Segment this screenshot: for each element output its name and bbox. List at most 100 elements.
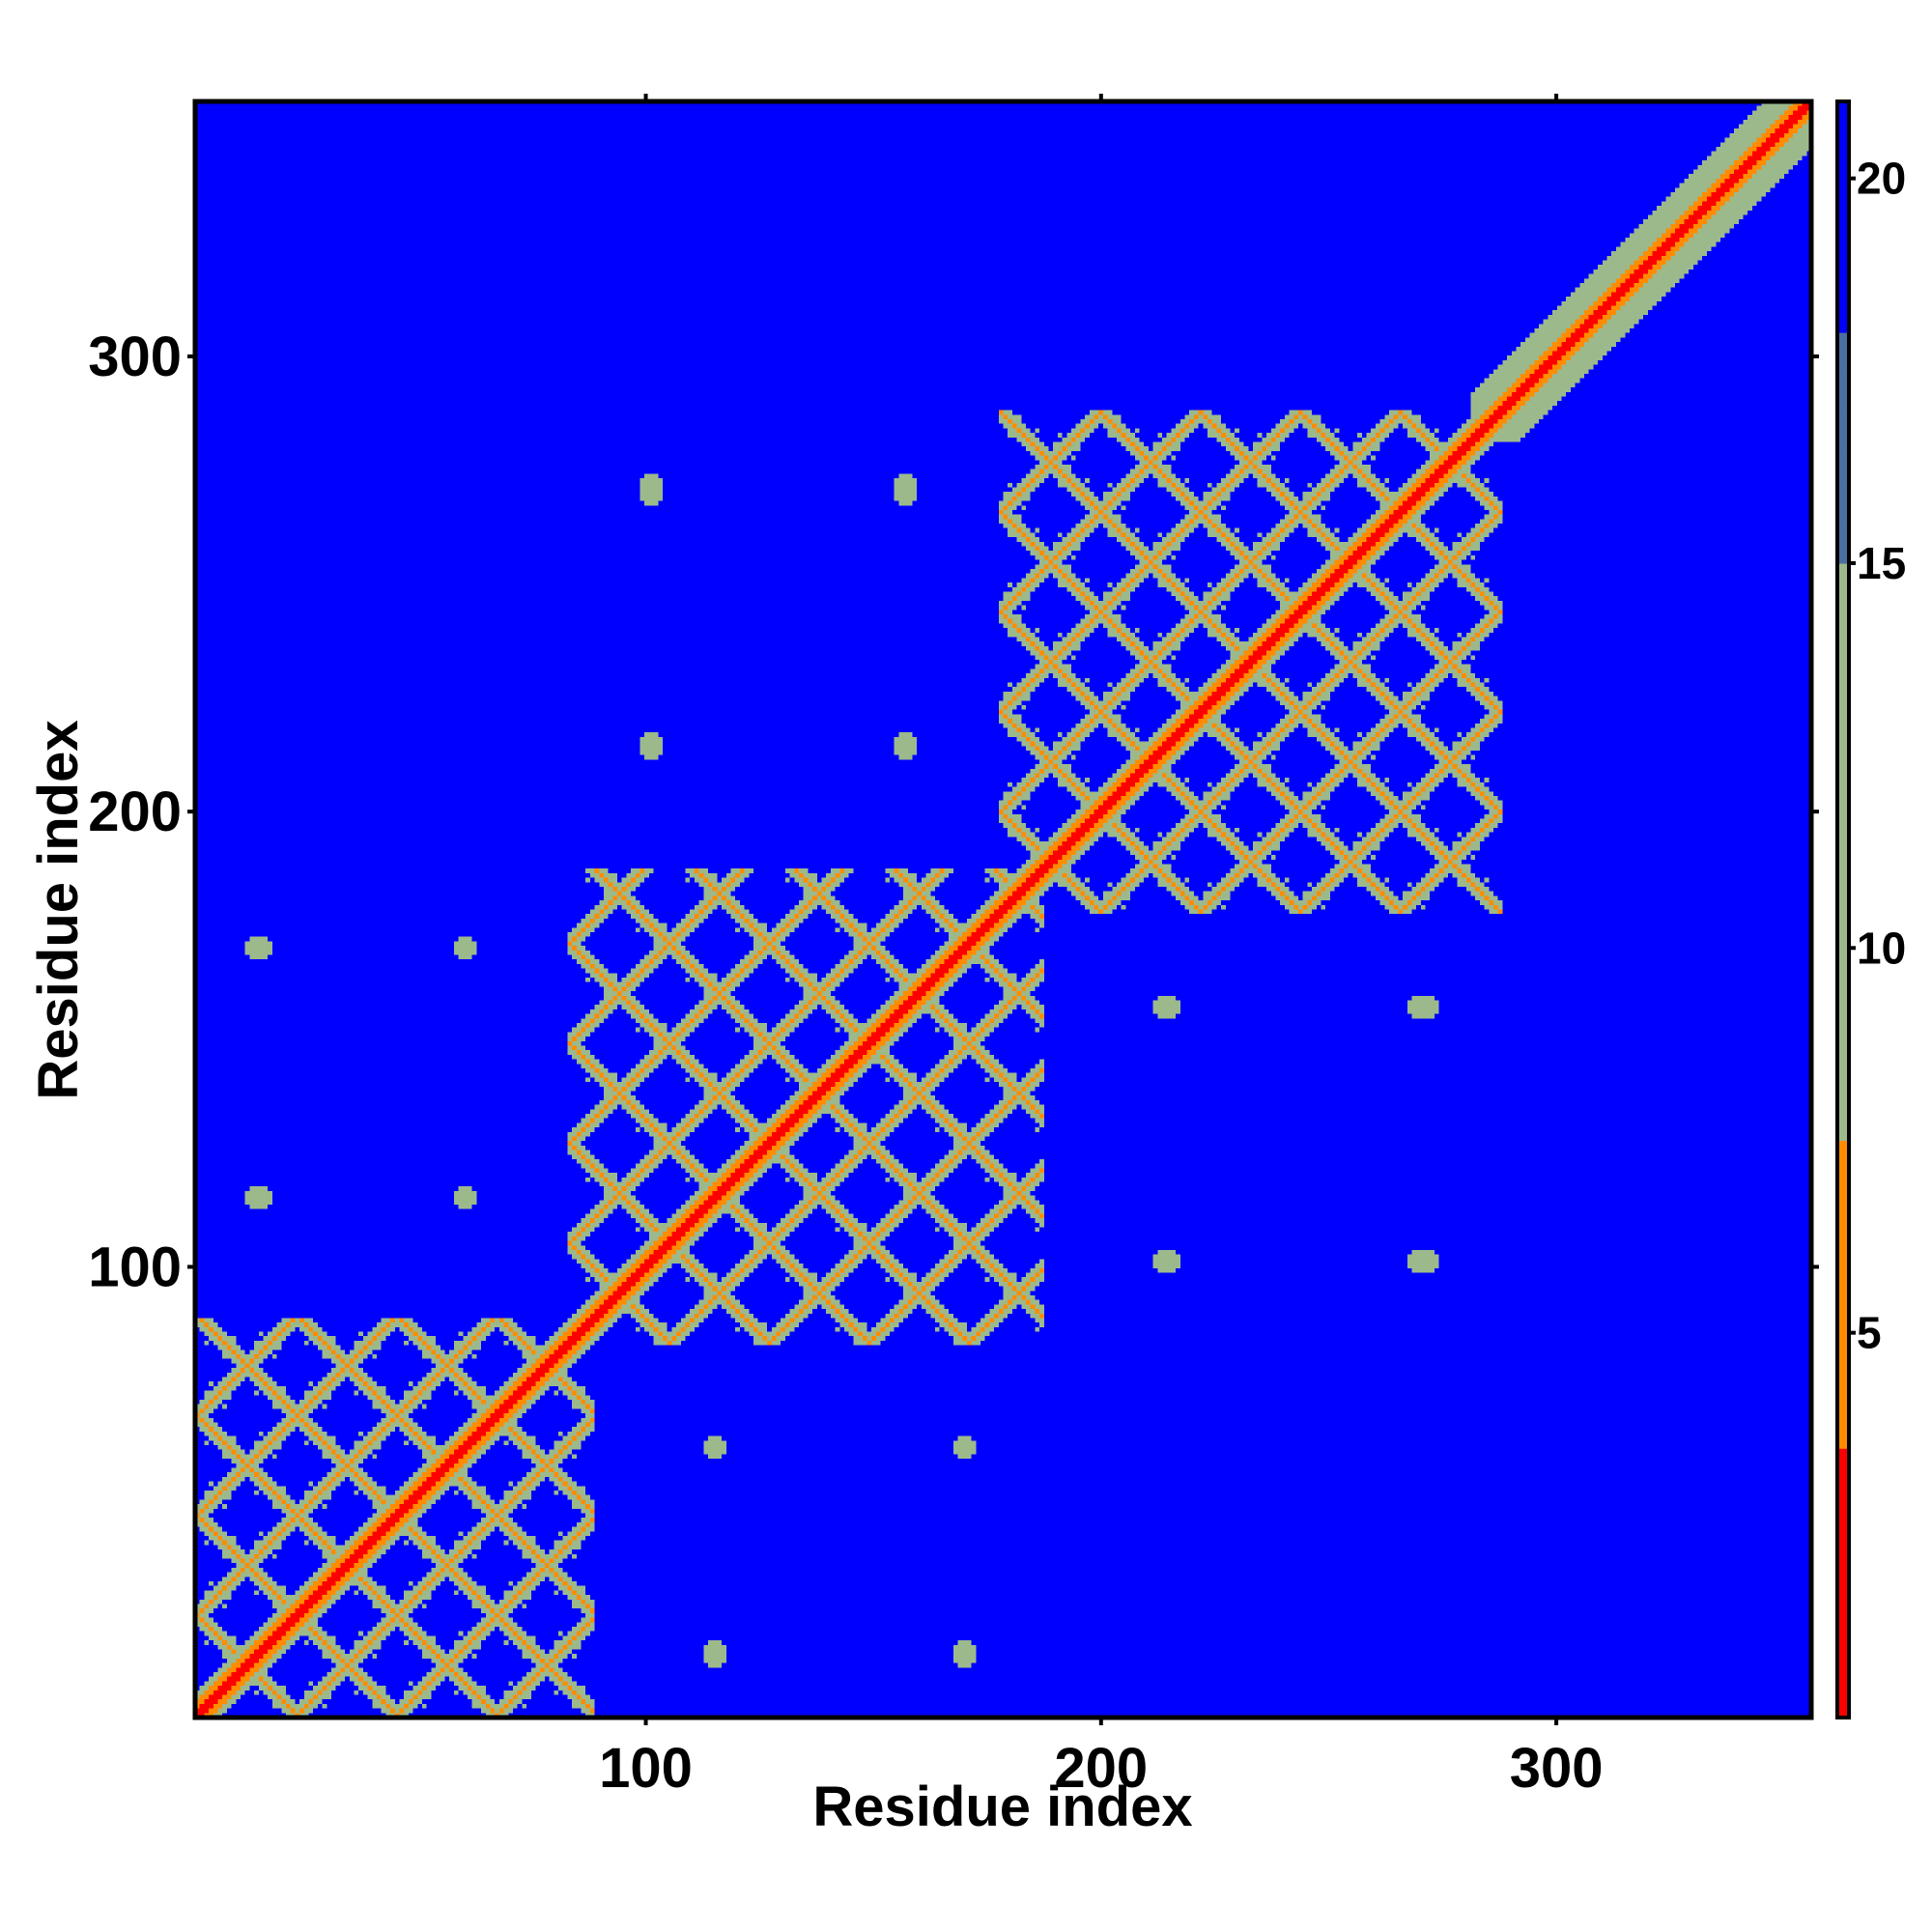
- heatmap-image: [195, 101, 1811, 1718]
- colorbar-segment: [1837, 1274, 1849, 1295]
- colorbar-segment: [1837, 890, 1849, 911]
- colorbar-segment: [1837, 1371, 1849, 1392]
- colorbar-segment: [1837, 178, 1849, 199]
- colorbar-tick-label: 10: [1857, 923, 1906, 973]
- colorbar-segment: [1837, 1467, 1849, 1488]
- colorbar-segment: [1837, 1006, 1849, 1026]
- colorbar-tick-label: 5: [1857, 1308, 1882, 1358]
- colorbar-segment: [1837, 678, 1849, 699]
- colorbar-segment: [1837, 1505, 1849, 1526]
- colorbar-segment: [1837, 1544, 1849, 1565]
- colorbar-segment: [1837, 1429, 1849, 1449]
- x-tick-label: 100: [599, 1737, 693, 1800]
- colorbar-segment: [1837, 447, 1849, 469]
- colorbar-segment: [1837, 812, 1849, 834]
- colorbar-segment: [1837, 101, 1849, 122]
- y-axis-ticks: 100 200 300: [88, 326, 1819, 1298]
- x-axis-title: Residue index: [812, 1776, 1192, 1838]
- colorbar-segment: [1837, 1679, 1849, 1699]
- colorbar-segment: [1837, 697, 1849, 718]
- colorbar-segment: [1837, 1582, 1849, 1604]
- colorbar-segment: [1837, 428, 1849, 449]
- colorbar-segment: [1837, 525, 1849, 545]
- colorbar-segment: [1837, 1159, 1849, 1179]
- y-tick-label: 200: [88, 781, 182, 843]
- colorbar-segment: [1837, 197, 1849, 218]
- colorbar-segment: [1837, 928, 1849, 949]
- colorbar-segment: [1837, 313, 1849, 333]
- colorbar-segment: [1837, 1313, 1849, 1334]
- colorbar-segment: [1837, 1660, 1849, 1680]
- colorbar-segment: [1837, 1101, 1849, 1122]
- colorbar-segment: [1837, 948, 1849, 968]
- colorbar-segment: [1837, 1063, 1849, 1084]
- colorbar-segment: [1837, 870, 1849, 892]
- colorbar-segment: [1837, 563, 1849, 583]
- colorbar-segment: [1837, 1524, 1849, 1546]
- colorbar-segment: [1837, 620, 1849, 641]
- colorbar-segment: [1837, 294, 1849, 314]
- colorbar-segment: [1837, 1487, 1849, 1507]
- colorbar-segment: [1837, 851, 1849, 872]
- plot-frame: [192, 99, 1814, 1720]
- colorbar-segment: [1837, 1602, 1849, 1623]
- x-axis-ticks: 100 200 300: [599, 94, 1603, 1800]
- colorbar-segment: [1837, 1640, 1849, 1661]
- colorbar-frame: [1835, 99, 1851, 1719]
- colorbar-segment: [1837, 1351, 1849, 1373]
- colorbar-segment: [1837, 1698, 1849, 1719]
- colorbar-segment: [1837, 1179, 1849, 1199]
- colorbar-segment: [1837, 967, 1849, 987]
- colorbar-segment: [1837, 659, 1849, 680]
- colorbar-segment: [1837, 1025, 1849, 1045]
- colorbar-segment: [1837, 736, 1849, 756]
- colorbar-segment: [1837, 486, 1849, 506]
- colorbar-segment: [1837, 389, 1849, 411]
- colorbar-segment: [1837, 332, 1849, 353]
- colorbar-segment: [1837, 1621, 1849, 1641]
- colorbar-tick-label: 20: [1857, 154, 1906, 204]
- colorbar-segment: [1837, 832, 1849, 853]
- y-axis-title: Residue index: [27, 720, 90, 1099]
- y-tick-label: 100: [88, 1236, 182, 1298]
- colorbar-segment: [1837, 505, 1849, 526]
- colorbar-segment: [1837, 544, 1849, 564]
- colorbar-segment: [1837, 1198, 1849, 1218]
- colorbar-segment: [1837, 139, 1849, 160]
- colorbar-segment: [1837, 120, 1849, 141]
- colorbar-segment: [1837, 1563, 1849, 1584]
- colorbar-segment: [1837, 582, 1849, 603]
- colorbar-segment: [1837, 755, 1849, 776]
- colorbar-segment: [1837, 1082, 1849, 1103]
- colorbar-segment: [1837, 1409, 1849, 1430]
- colorbar-segment: [1837, 370, 1849, 391]
- colorbar-segment: [1837, 986, 1849, 1007]
- colorbar-segment: [1837, 1043, 1849, 1065]
- colorbar-segment: [1837, 274, 1849, 295]
- colorbar-segment: [1837, 1236, 1849, 1257]
- heatmap-cells: [195, 101, 1811, 1718]
- colorbar-segment: [1837, 1293, 1849, 1315]
- colorbar-segment: [1837, 409, 1849, 430]
- colorbar-segment: [1837, 255, 1849, 275]
- colorbar-segment: [1837, 1217, 1849, 1237]
- y-tick-label: 300: [88, 326, 182, 388]
- colorbar-segment: [1837, 909, 1849, 930]
- colorbar-segment: [1837, 1121, 1849, 1142]
- x-tick-label: 300: [1510, 1737, 1604, 1800]
- colorbar-segment: [1837, 351, 1849, 372]
- colorbar-segment: [1837, 1448, 1849, 1468]
- colorbar-segment: [1837, 1140, 1849, 1161]
- colorbar-segment: [1837, 775, 1849, 795]
- colorbar-segment: [1837, 717, 1849, 737]
- colorbar: 5 10 15 20: [1835, 99, 1906, 1719]
- colorbar-segment: [1837, 158, 1849, 180]
- colorbar-segment: [1837, 467, 1849, 487]
- colorbar-segment: [1837, 1256, 1849, 1276]
- colorbar-segment: [1837, 1390, 1849, 1410]
- colorbar-segment: [1837, 236, 1849, 256]
- colorbar-tick-label: 15: [1857, 538, 1906, 588]
- colorbar-segment: [1837, 601, 1849, 622]
- colorbar-segment: [1837, 216, 1849, 238]
